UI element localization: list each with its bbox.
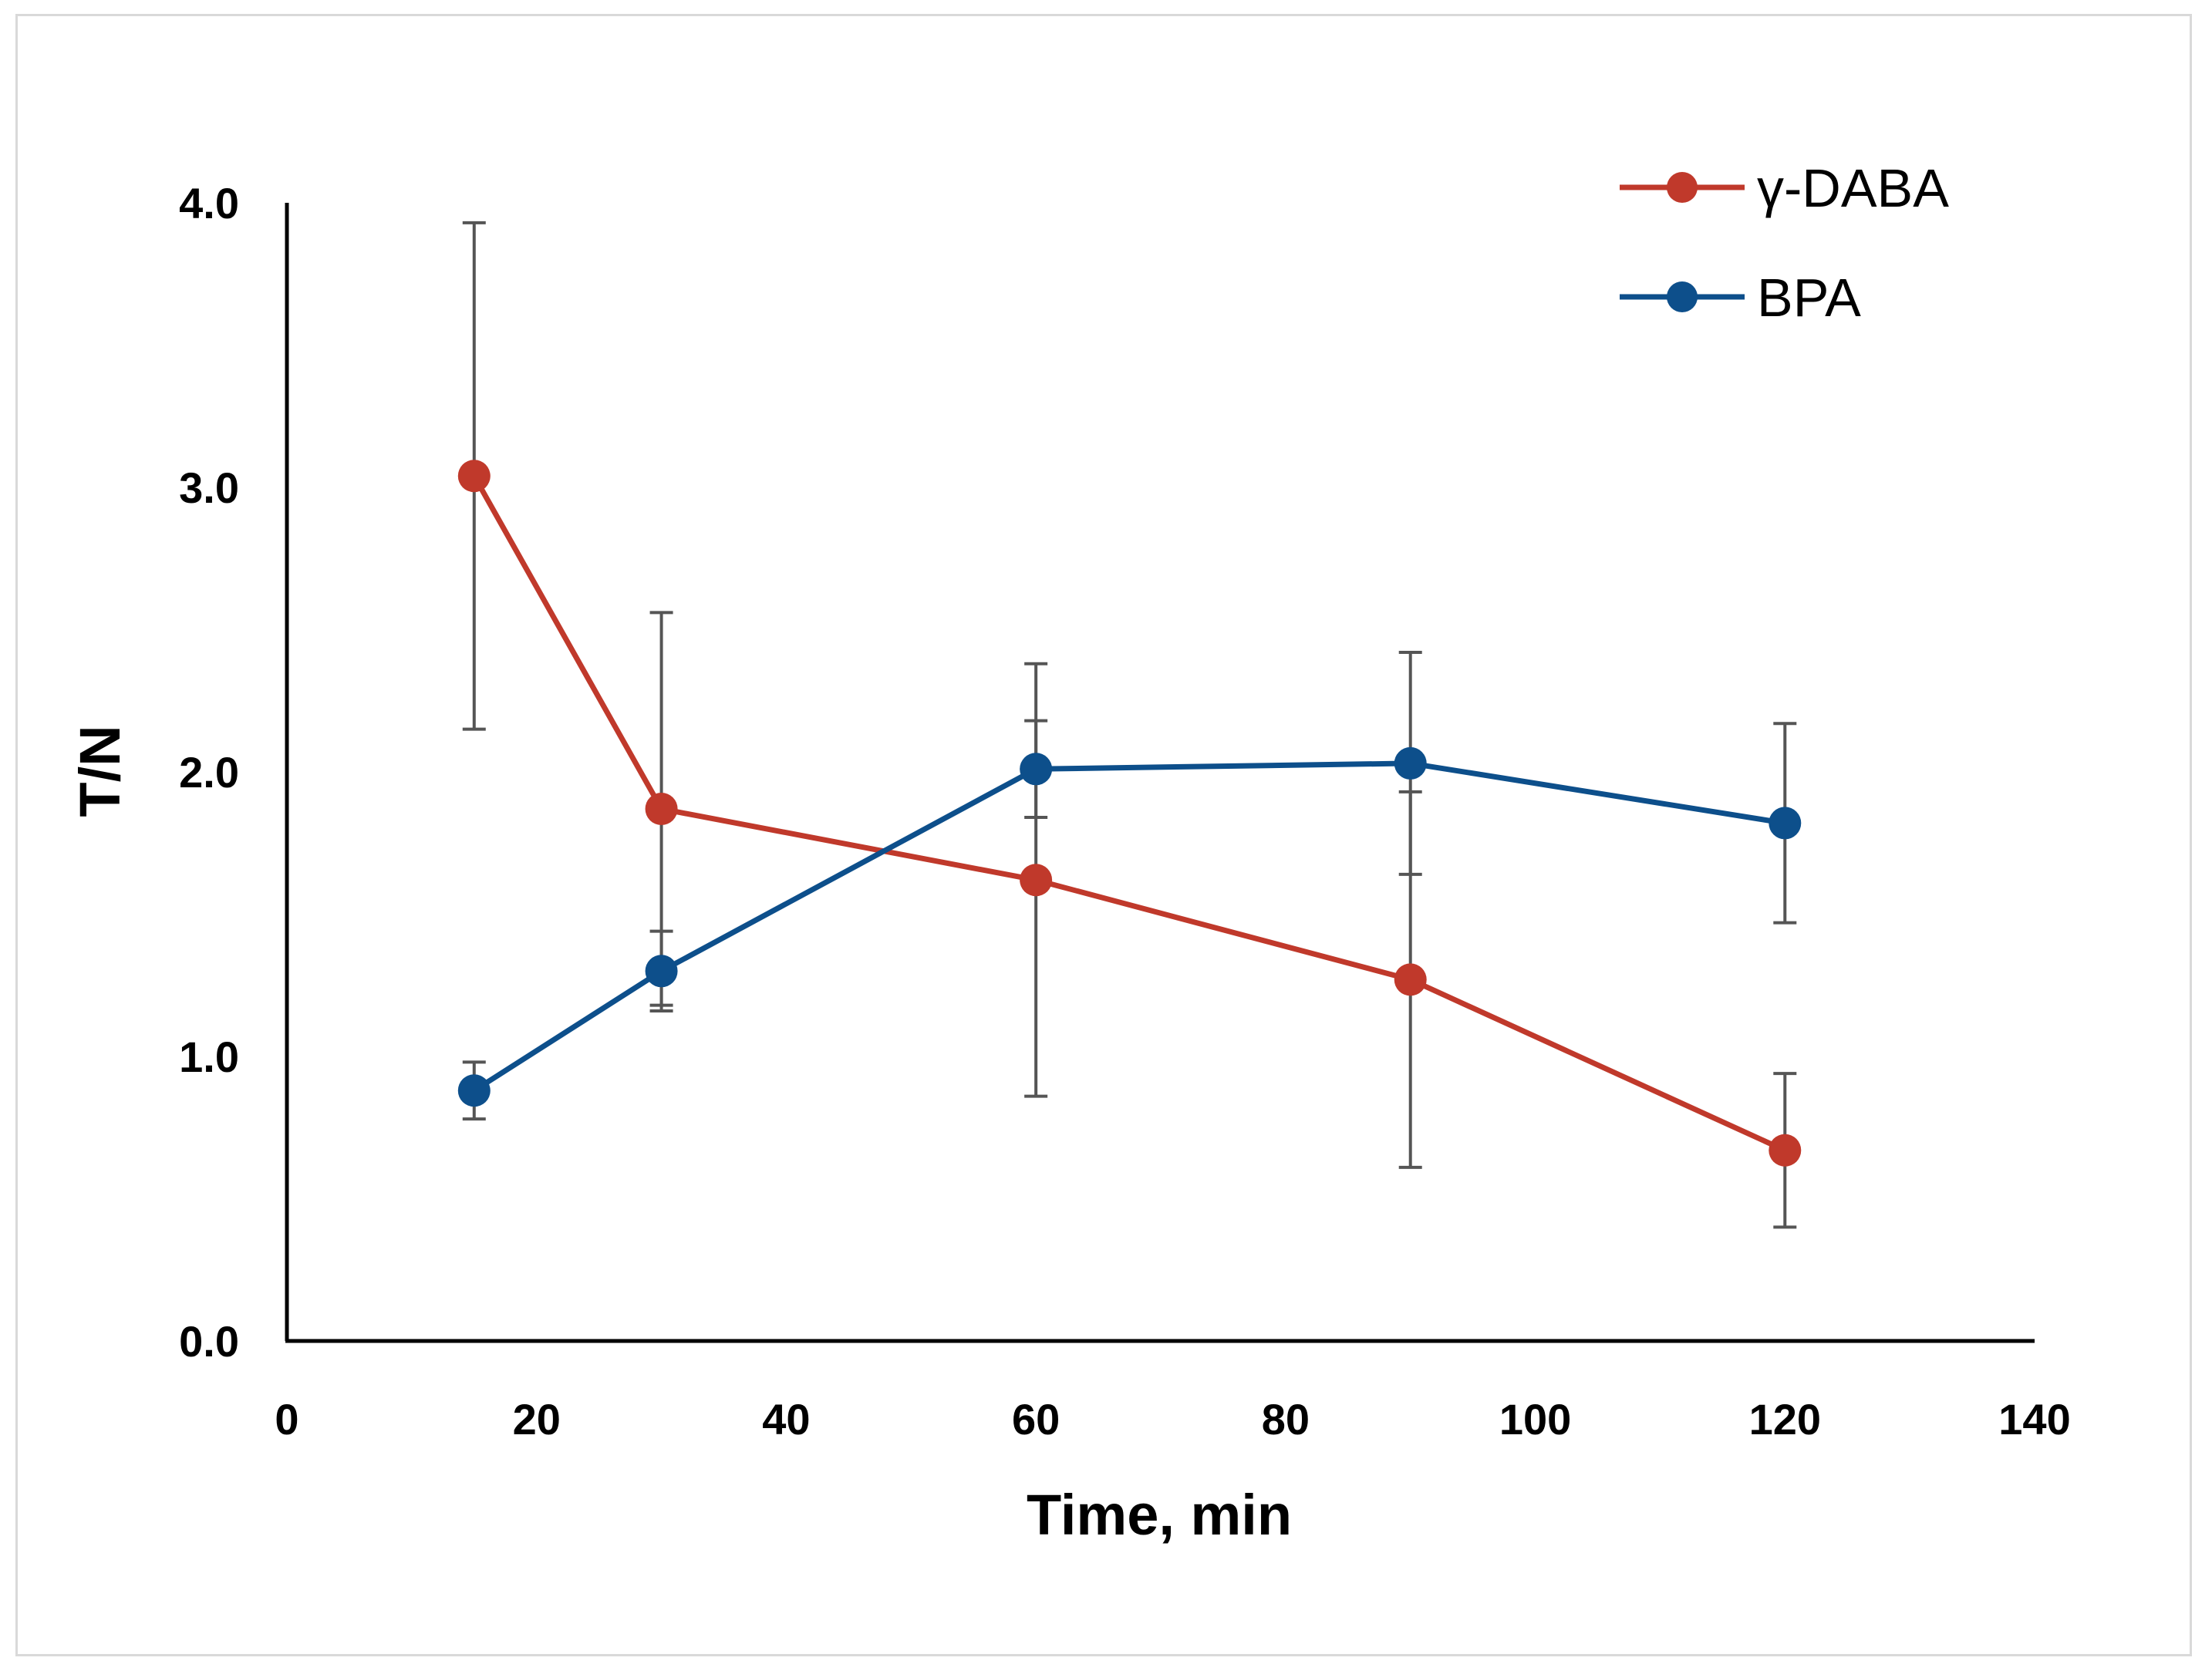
data-point-gamma-daba bbox=[1394, 963, 1427, 996]
x-axis-title: Time, min bbox=[1027, 1483, 1292, 1547]
x-tick-label: 120 bbox=[1749, 1395, 1821, 1444]
x-tick-label: 40 bbox=[762, 1395, 810, 1444]
series-bpa bbox=[457, 651, 1802, 1121]
y-axis-title: T/N bbox=[68, 725, 132, 817]
x-tick-label: 140 bbox=[1998, 1395, 2070, 1444]
series-gamma-daba bbox=[457, 221, 1802, 1229]
data-point-gamma-daba bbox=[645, 792, 678, 825]
x-tick-label: 80 bbox=[1262, 1395, 1310, 1444]
legend-marker-bpa bbox=[1667, 281, 1698, 312]
x-tick-label: 100 bbox=[1499, 1395, 1571, 1444]
y-tick-label: 0.0 bbox=[179, 1317, 239, 1366]
y-tick-label: 3.0 bbox=[179, 463, 239, 512]
x-tick-label: 20 bbox=[513, 1395, 561, 1444]
data-point-bpa bbox=[1769, 807, 1802, 840]
data-point-bpa bbox=[1020, 753, 1053, 786]
y-tick-label: 1.0 bbox=[179, 1033, 239, 1081]
legend: γ-DABA BPA bbox=[1620, 158, 1949, 328]
y-tick-labels: 0.0 1.0 2.0 3.0 4.0 bbox=[179, 179, 239, 1366]
legend-marker-gamma-daba bbox=[1667, 172, 1698, 203]
legend-item-gamma-daba: γ-DABA bbox=[1620, 158, 1949, 218]
figure-frame bbox=[15, 14, 2192, 1656]
data-point-gamma-daba bbox=[1020, 864, 1053, 897]
data-point-bpa bbox=[1394, 746, 1427, 780]
legend-label-gamma-daba: γ-DABA bbox=[1757, 158, 1949, 218]
x-tick-labels: 0 20 40 60 80 100 120 140 bbox=[275, 1395, 2070, 1444]
data-point-gamma-daba bbox=[1769, 1134, 1802, 1167]
y-tick-label: 4.0 bbox=[179, 179, 239, 227]
data-point-bpa bbox=[457, 1074, 491, 1107]
x-tick-label: 0 bbox=[275, 1395, 298, 1444]
legend-item-bpa: BPA bbox=[1620, 268, 1861, 328]
axes bbox=[285, 203, 2035, 1343]
series-layer bbox=[457, 221, 1802, 1229]
data-point-gamma-daba bbox=[457, 460, 491, 493]
data-point-bpa bbox=[645, 955, 678, 988]
legend-label-bpa: BPA bbox=[1757, 268, 1861, 328]
y-tick-label: 2.0 bbox=[179, 748, 239, 797]
x-tick-label: 60 bbox=[1012, 1395, 1060, 1444]
